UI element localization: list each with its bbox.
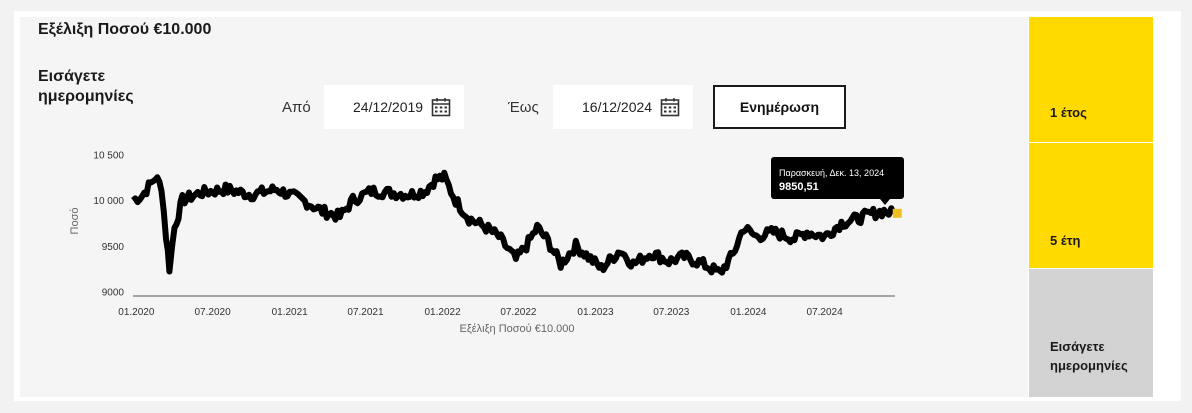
y-tick-label: 10 500 bbox=[93, 151, 124, 162]
x-tick-label: 07.2021 bbox=[347, 307, 384, 318]
x-tick-label: 07.2024 bbox=[807, 307, 844, 318]
widget-title: Εξέλιξη Ποσού €10.000 bbox=[38, 21, 212, 38]
highlight-point bbox=[892, 208, 902, 218]
to-label: Έως bbox=[508, 99, 539, 116]
tab-5-years[interactable]: 5 έτη bbox=[1029, 143, 1153, 268]
x-tick-label: 07.2023 bbox=[653, 307, 690, 318]
tab-custom-dates-label: Εισάγετε ημερομηνίες bbox=[1050, 339, 1128, 373]
to-date-value: 16/12/2024 bbox=[582, 99, 653, 115]
from-date-value: 24/12/2019 bbox=[353, 99, 424, 115]
x-tick-label: 01.2020 bbox=[118, 307, 155, 318]
tab-1-year-label: 1 έτος bbox=[1050, 105, 1087, 120]
y-tick-label: 10 000 bbox=[93, 196, 124, 207]
x-axis-title: Εξέλιξη Ποσού €10.000 bbox=[459, 323, 574, 335]
tooltip-date: Παρασκευή, Δεκ. 13, 2024 bbox=[779, 168, 884, 178]
y-axis-title: Ποσό bbox=[69, 208, 81, 235]
x-tick-label: 07.2022 bbox=[500, 307, 537, 318]
y-tick-label: 9000 bbox=[102, 287, 125, 298]
x-tick-label: 01.2023 bbox=[577, 307, 614, 318]
tooltip-box bbox=[771, 157, 904, 199]
to-date-field[interactable]: 16/12/2024 bbox=[553, 85, 693, 129]
date-prompt: Εισάγετε ημερομηνίες bbox=[38, 68, 134, 105]
chart-panel bbox=[20, 17, 1028, 397]
y-tick-label: 9500 bbox=[102, 242, 125, 253]
from-label: Από bbox=[282, 99, 311, 116]
x-tick-label: 01.2024 bbox=[730, 307, 767, 318]
x-tick-label: 07.2020 bbox=[195, 307, 232, 318]
series-line bbox=[131, 169, 897, 276]
calendar-icon[interactable] bbox=[660, 97, 680, 117]
tooltip-pointer bbox=[880, 199, 890, 205]
tab-custom-dates[interactable]: Εισάγετε ημερομηνίες bbox=[1029, 269, 1153, 397]
tooltip-value: 9850,51 bbox=[779, 181, 819, 193]
from-date-field[interactable]: 24/12/2019 bbox=[324, 85, 464, 129]
x-tick-label: 01.2021 bbox=[272, 307, 309, 318]
calendar-icon[interactable] bbox=[431, 97, 451, 117]
x-tick-label: 01.2022 bbox=[424, 307, 461, 318]
tab-5-years-label: 5 έτη bbox=[1050, 233, 1081, 248]
update-button[interactable]: Ενημέρωση bbox=[713, 85, 846, 129]
tab-1-year[interactable]: 1 έτος bbox=[1029, 17, 1153, 142]
